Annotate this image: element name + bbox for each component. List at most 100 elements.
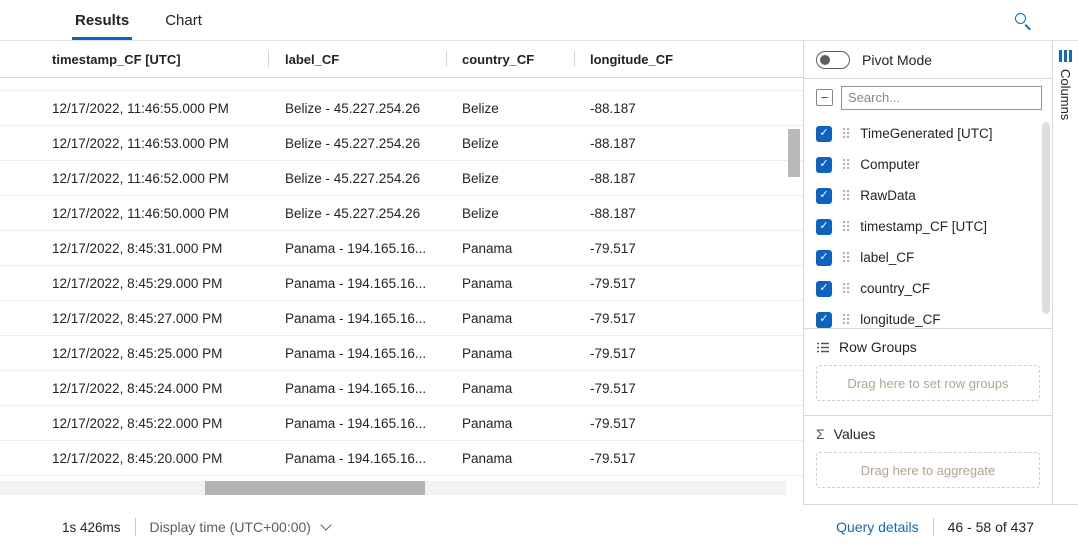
table-row: 12/17/2022, 11:46:50.000 PM Belize - 45.…	[0, 196, 803, 231]
checkbox-checked-icon[interactable]: ✓	[816, 311, 832, 328]
cell-timestamp[interactable]: 12/17/2022, 8:45:29.000 PM	[52, 275, 223, 291]
cell-longitude[interactable]: -79.517	[590, 450, 636, 466]
column-list: ✓ ⠿ TimeGenerated [UTC] ✓ ⠿ Computer ✓ ⠿…	[804, 116, 1052, 328]
drag-handle-icon[interactable]: ⠿	[841, 156, 852, 173]
column-list-item[interactable]: ✓ ⠿ label_CF	[804, 242, 1052, 273]
cell-timestamp[interactable]: 12/17/2022, 8:45:25.000 PM	[52, 345, 223, 361]
column-header-label[interactable]: label_CF	[268, 41, 446, 77]
cell-longitude[interactable]: -88.187	[590, 135, 636, 151]
checkbox-checked-icon[interactable]: ✓	[816, 249, 832, 266]
cell-timestamp[interactable]: 12/17/2022, 8:45:31.000 PM	[52, 240, 223, 256]
cell-country[interactable]: Panama	[462, 275, 513, 291]
cell-timestamp[interactable]: 12/17/2022, 8:45:20.000 PM	[52, 450, 223, 466]
cell-timestamp[interactable]: 12/17/2022, 11:46:52.000 PM	[52, 170, 229, 186]
drag-handle-icon[interactable]: ⠿	[841, 125, 852, 142]
cell-timestamp[interactable]: 12/17/2022, 11:46:55.000 PM	[52, 100, 229, 116]
cell-label[interactable]: Panama - 194.165.16...	[285, 415, 427, 431]
drag-handle-icon[interactable]: ⠿	[841, 311, 852, 328]
cell-country[interactable]: Panama	[462, 345, 513, 361]
results-grid: timestamp_CF [UTC] label_CF country_CF l…	[0, 41, 803, 505]
cell-timestamp[interactable]: 12/17/2022, 8:45:24.000 PM	[52, 380, 223, 396]
column-list-item[interactable]: ✓ ⠿ timestamp_CF [UTC]	[804, 211, 1052, 242]
column-header-timestamp[interactable]: timestamp_CF [UTC]	[52, 51, 181, 67]
select-all-checkbox[interactable]: −	[816, 89, 833, 106]
cell-label[interactable]: Panama - 194.165.16...	[285, 275, 427, 291]
cell-timestamp[interactable]: 12/17/2022, 11:46:53.000 PM	[52, 135, 229, 151]
side-tab-columns-label: Columns	[1058, 69, 1073, 121]
cell-country[interactable]: Panama	[462, 415, 513, 431]
values-dropzone[interactable]: Drag here to aggregate	[816, 452, 1040, 488]
display-time-dropdown[interactable]: Display time (UTC+00:00)	[150, 519, 332, 535]
drag-handle-icon[interactable]: ⠿	[841, 218, 852, 235]
checkbox-checked-icon[interactable]: ✓	[816, 156, 832, 173]
horizontal-scrollbar-thumb[interactable]	[205, 481, 425, 495]
cell-longitude[interactable]: -88.187	[590, 170, 636, 186]
cell-label[interactable]: Belize - 45.227.254.26	[285, 135, 421, 151]
table-row: 12/17/2022, 8:45:27.000 PM Panama - 194.…	[0, 301, 803, 336]
values-header: Σ Values	[804, 416, 1052, 452]
values-section: Σ Values Drag here to aggregate	[804, 415, 1052, 488]
pivot-mode-row: Pivot Mode	[804, 41, 1052, 79]
drag-handle-icon[interactable]: ⠿	[841, 187, 852, 204]
pivot-mode-toggle[interactable]	[816, 50, 850, 69]
cell-country[interactable]: Panama	[462, 310, 513, 326]
column-list-item[interactable]: ✓ ⠿ country_CF	[804, 273, 1052, 304]
column-list-item[interactable]: ✓ ⠿ TimeGenerated [UTC]	[804, 118, 1052, 149]
checkbox-checked-icon[interactable]: ✓	[816, 125, 832, 142]
column-header-country[interactable]: country_CF	[446, 41, 574, 77]
cell-country[interactable]: Panama	[462, 450, 513, 466]
tab-results[interactable]: Results	[71, 0, 133, 40]
checkbox-checked-icon[interactable]: ✓	[816, 218, 832, 235]
row-groups-icon	[817, 342, 829, 352]
cell-country[interactable]: Panama	[462, 240, 513, 256]
cell-country[interactable]: Belize	[462, 205, 499, 221]
search-button[interactable]	[1010, 8, 1034, 32]
checkbox-checked-icon[interactable]: ✓	[816, 280, 832, 297]
cell-label[interactable]: Panama - 194.165.16...	[285, 240, 427, 256]
drag-handle-icon[interactable]: ⠿	[841, 280, 852, 297]
drag-handle-icon[interactable]: ⠿	[841, 249, 852, 266]
column-list-item[interactable]: ✓ ⠿ Computer	[804, 149, 1052, 180]
cell-longitude[interactable]: -79.517	[590, 380, 636, 396]
vertical-scrollbar-thumb[interactable]	[788, 129, 800, 177]
cell-label[interactable]: Panama - 194.165.16...	[285, 380, 427, 396]
table-row: 12/17/2022, 8:45:25.000 PM Panama - 194.…	[0, 336, 803, 371]
column-list-item[interactable]: ✓ ⠿ longitude_CF	[804, 304, 1052, 328]
checkbox-checked-icon[interactable]: ✓	[816, 187, 832, 204]
values-title: Values	[833, 426, 876, 442]
grid-header-row: timestamp_CF [UTC] label_CF country_CF l…	[0, 41, 803, 78]
cell-label[interactable]: Panama - 194.165.16...	[285, 310, 427, 326]
cell-timestamp[interactable]: 12/17/2022, 8:45:22.000 PM	[52, 415, 223, 431]
table-row: 12/17/2022, 8:45:29.000 PM Panama - 194.…	[0, 266, 803, 301]
cell-label[interactable]: Belize - 45.227.254.26	[285, 205, 421, 221]
cell-timestamp[interactable]: 12/17/2022, 11:46:50.000 PM	[52, 205, 229, 221]
horizontal-scrollbar[interactable]	[0, 481, 786, 495]
column-item-label: label_CF	[860, 250, 915, 265]
row-groups-dropzone[interactable]: Drag here to set row groups	[816, 365, 1040, 401]
column-search-input[interactable]	[841, 85, 1042, 110]
cell-country[interactable]: Belize	[462, 170, 499, 186]
cell-country[interactable]: Belize	[462, 100, 499, 116]
cell-country[interactable]: Panama	[462, 380, 513, 396]
cell-longitude[interactable]: -79.517	[590, 275, 636, 291]
cell-timestamp[interactable]: 12/17/2022, 8:45:27.000 PM	[52, 310, 223, 326]
cell-longitude[interactable]: -79.517	[590, 415, 636, 431]
cell-label[interactable]: Panama - 194.165.16...	[285, 450, 427, 466]
column-list-item[interactable]: ✓ ⠿ RawData	[804, 180, 1052, 211]
query-details-link[interactable]: Query details	[836, 519, 919, 535]
cell-label[interactable]: Belize - 45.227.254.26	[285, 170, 421, 186]
cell-label[interactable]: Panama - 194.165.16...	[285, 345, 427, 361]
values-hint: Drag here to aggregate	[860, 462, 996, 478]
cell-longitude[interactable]: -79.517	[590, 310, 636, 326]
cell-country[interactable]: Belize	[462, 135, 499, 151]
tab-chart[interactable]: Chart	[165, 0, 202, 40]
panel-scrollbar-thumb[interactable]	[1042, 122, 1050, 314]
cell-label[interactable]: Belize - 45.227.254.26	[285, 100, 421, 116]
cell-longitude[interactable]: -88.187	[590, 100, 636, 116]
cell-longitude[interactable]: -88.187	[590, 205, 636, 221]
side-tab-columns[interactable]: Columns	[1053, 41, 1078, 505]
cell-longitude[interactable]: -79.517	[590, 240, 636, 256]
cell-longitude[interactable]: -79.517	[590, 345, 636, 361]
indeterminate-minus-icon: −	[820, 90, 829, 105]
column-header-longitude[interactable]: longitude_CF	[574, 41, 786, 77]
